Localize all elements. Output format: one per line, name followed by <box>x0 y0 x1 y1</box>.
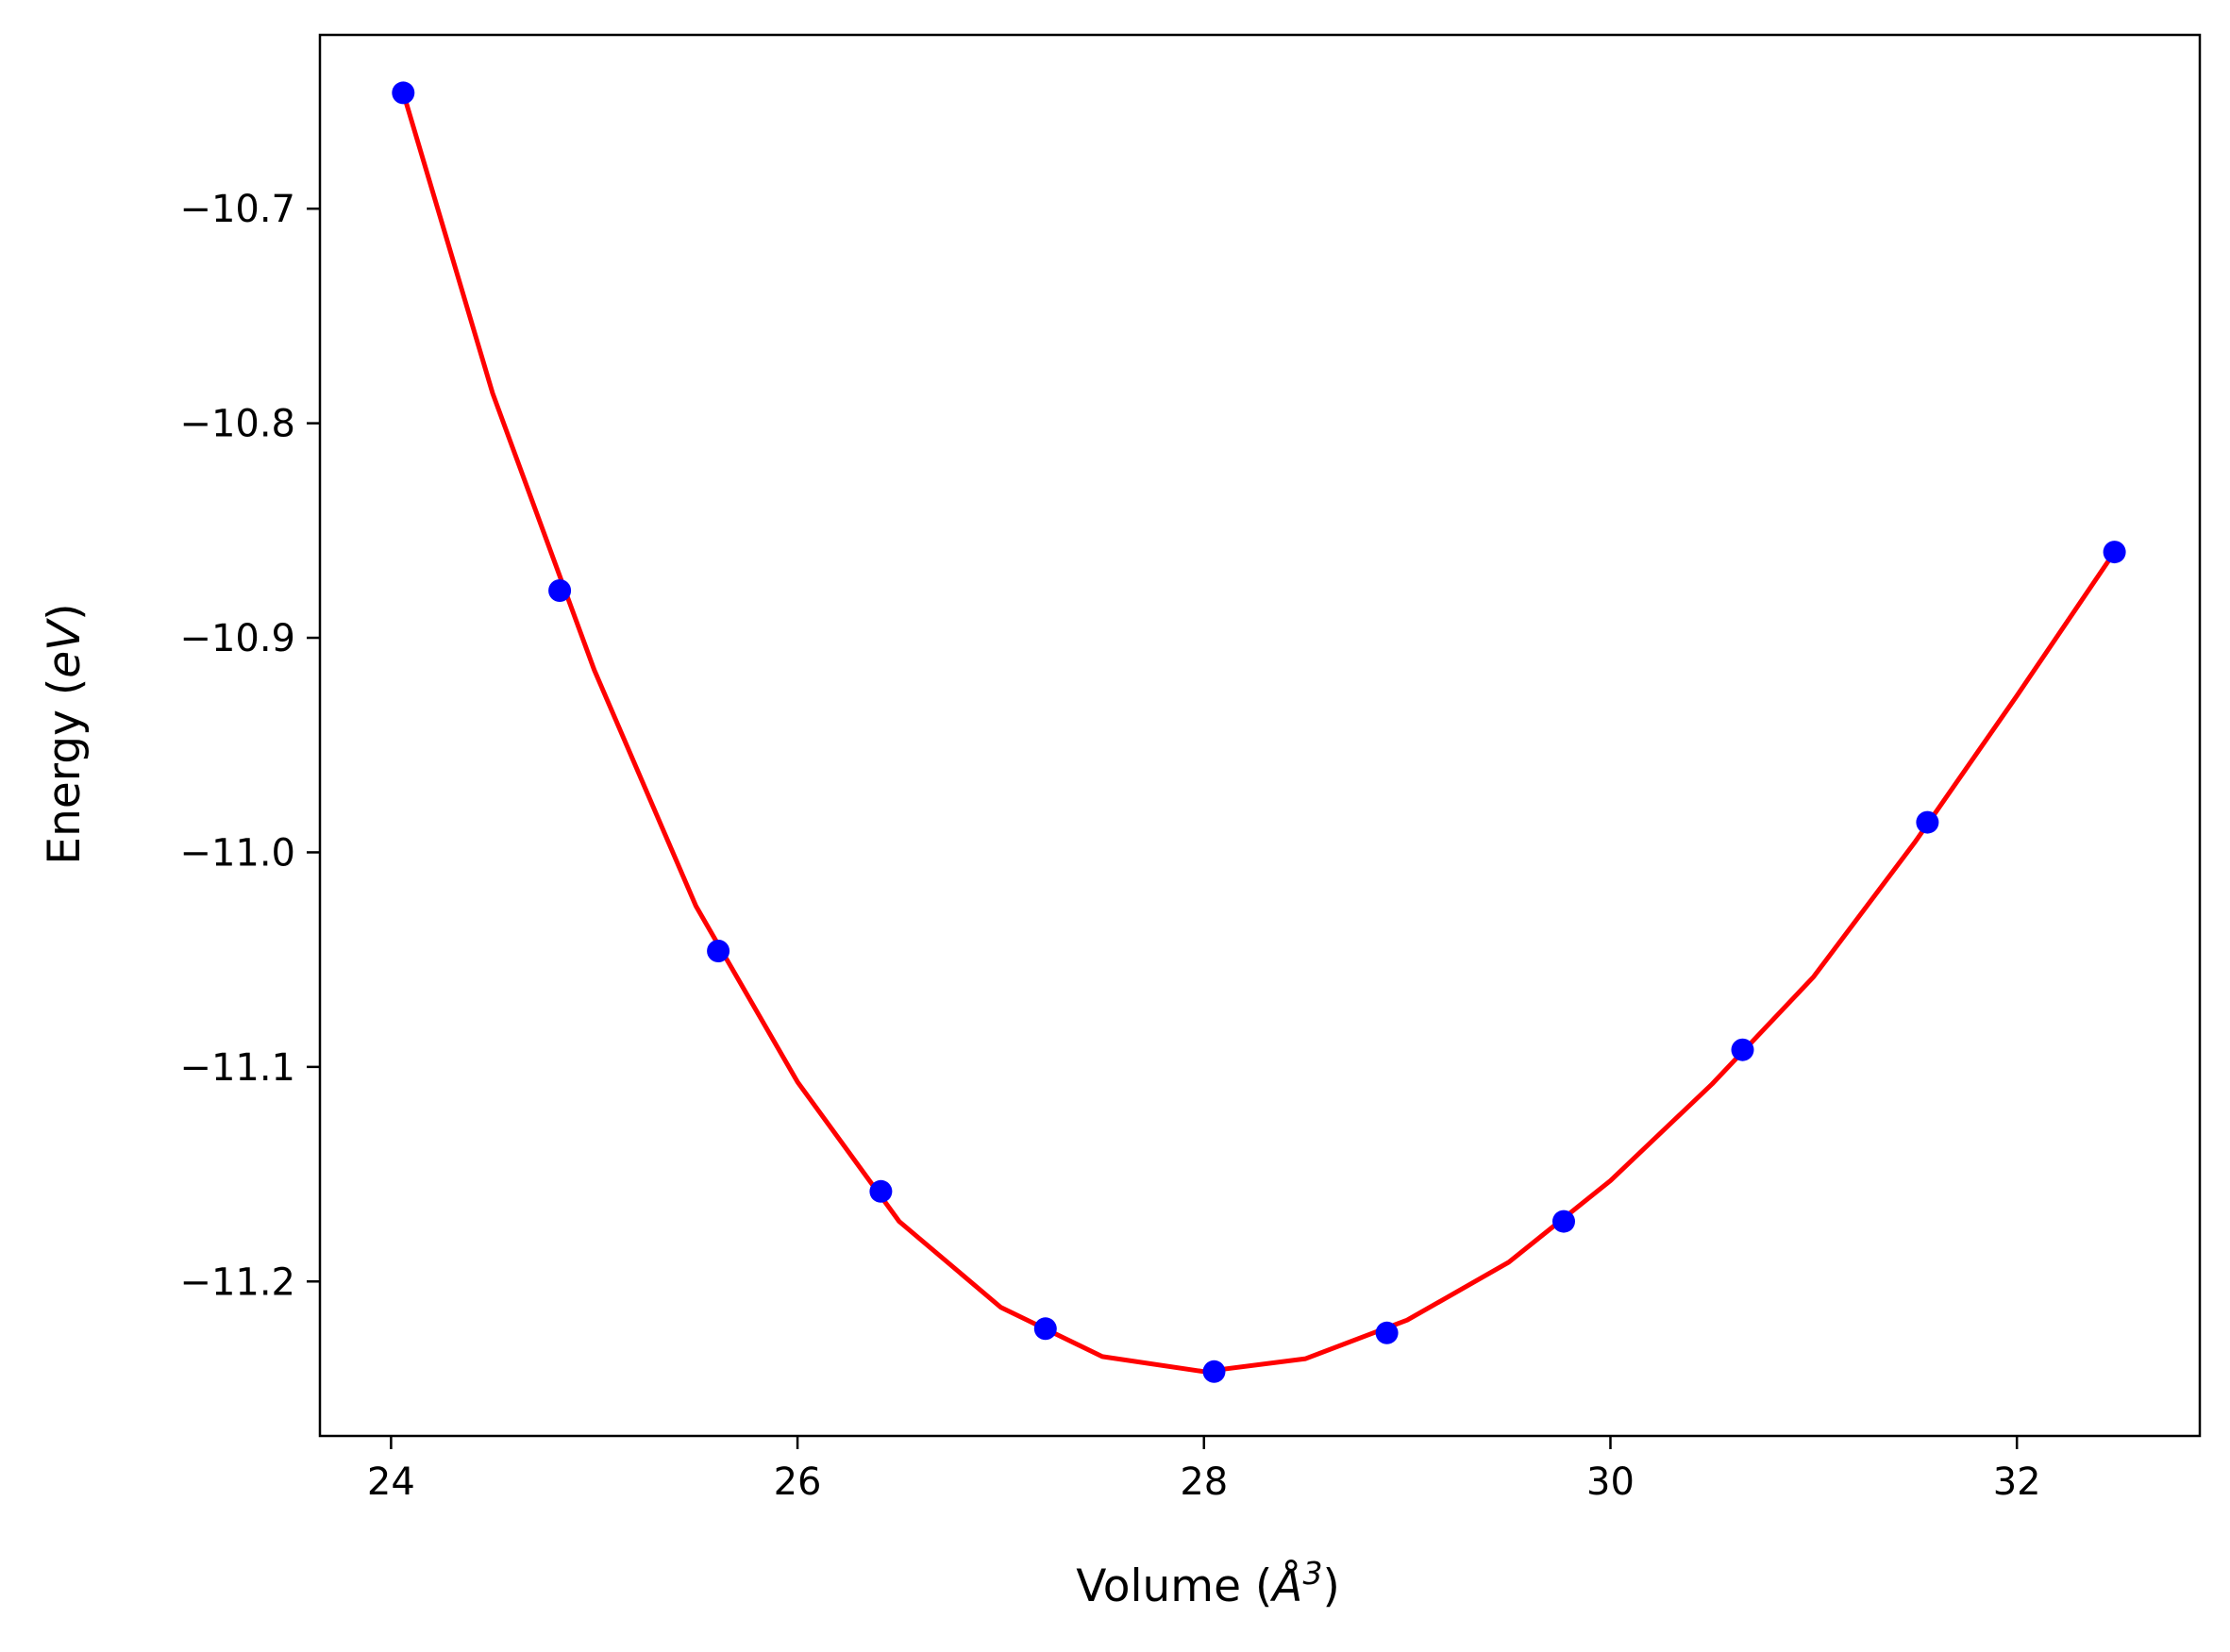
x-tick-label: 24 <box>367 1460 415 1504</box>
y-axis-label-prefix: Energy ( <box>39 678 91 865</box>
data-point <box>1552 1210 1575 1233</box>
y-tick-label: −11.2 <box>179 1260 295 1304</box>
x-tick-label: 30 <box>1586 1460 1635 1504</box>
x-axis-label-suffix: ) <box>1322 1560 1339 1612</box>
x-axis: 24 26 28 30 32 <box>367 1436 2041 1504</box>
y-axis: −10.7 −10.8 −10.9 −11.0 −11.1 −11.2 <box>179 188 320 1304</box>
data-point <box>392 81 415 105</box>
data-point <box>1731 1038 1754 1061</box>
data-point <box>869 1179 893 1203</box>
y-tick-label: −11.0 <box>179 831 295 875</box>
data-point <box>707 940 730 962</box>
x-tick-label: 26 <box>774 1460 822 1504</box>
y-axis-label: Energy (eV) <box>39 603 91 864</box>
x-axis-label-exponent: 3 <box>1302 1555 1322 1592</box>
x-tick-label: 28 <box>1180 1460 1228 1504</box>
data-point <box>1202 1360 1226 1383</box>
x-axis-label-prefix: Volume ( <box>1076 1560 1272 1612</box>
x-tick-label: 32 <box>1993 1460 2041 1504</box>
axes-frame <box>318 33 2202 1438</box>
y-tick-label: −10.8 <box>179 403 295 446</box>
x-axis-label-unit: Å <box>1269 1560 1302 1612</box>
x-axis-label: Volume (Å3) <box>1076 1555 1340 1612</box>
y-axis-label-suffix: ) <box>39 603 91 620</box>
data-point <box>2103 541 2126 564</box>
data-point <box>1916 810 1939 834</box>
data-point <box>1033 1317 1057 1341</box>
y-tick-label: −11.1 <box>179 1046 295 1090</box>
data-point <box>548 579 572 602</box>
y-tick-label: −10.9 <box>179 617 295 660</box>
plot-area <box>392 81 2126 1383</box>
data-point <box>1375 1321 1399 1344</box>
y-axis-label-unit: eV <box>39 618 91 678</box>
y-tick-label: −10.7 <box>179 188 295 231</box>
fit-curve-line <box>400 90 2118 1375</box>
